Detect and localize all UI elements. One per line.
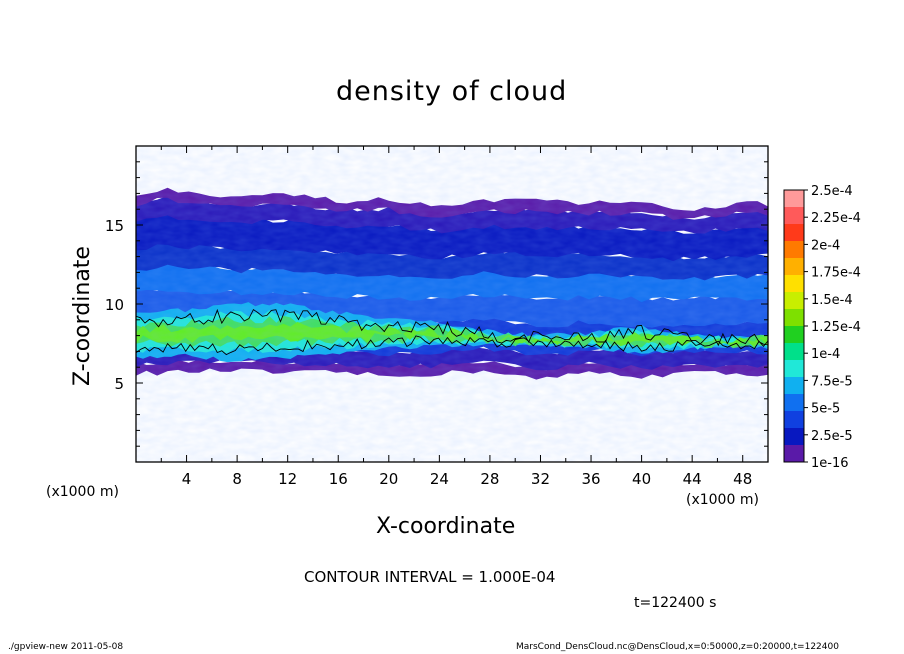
x-tick-label: 48 bbox=[733, 470, 752, 488]
texture bbox=[136, 146, 768, 462]
colorbar-swatch bbox=[784, 275, 804, 293]
x-tick-label: 8 bbox=[232, 470, 242, 488]
contour-interval-text: CONTOUR INTERVAL = 1.000E-04 bbox=[304, 568, 556, 586]
colorbar-label: 1e-4 bbox=[811, 347, 840, 362]
x-tick-label: 16 bbox=[329, 470, 348, 488]
x-tick-label: 24 bbox=[430, 470, 449, 488]
colorbar-swatch bbox=[784, 377, 804, 395]
y-axis-label: Z-coordinate bbox=[70, 246, 95, 386]
footer-program-date: ./gpview-new 2011-05-08 bbox=[8, 642, 124, 652]
colorbar-swatch bbox=[784, 292, 804, 310]
x-tick-label: 32 bbox=[531, 470, 550, 488]
colorbar-swatch bbox=[784, 241, 804, 259]
colorbar-label: 5e-5 bbox=[811, 402, 840, 417]
colorbar-swatch bbox=[784, 190, 804, 208]
y-tick-label: 5 bbox=[114, 375, 124, 393]
x-tick-label: 4 bbox=[182, 470, 192, 488]
x-unit-label-right: (x1000 m) bbox=[686, 492, 759, 508]
y-tick-label: 15 bbox=[105, 217, 124, 235]
colorbar-swatch bbox=[784, 411, 804, 429]
x-unit-label-left: (x1000 m) bbox=[46, 484, 119, 500]
x-tick-label: 20 bbox=[379, 470, 398, 488]
colorbar-label: 1.25e-4 bbox=[811, 320, 861, 335]
x-tick-label: 44 bbox=[683, 470, 702, 488]
y-tick-label: 10 bbox=[105, 296, 124, 314]
colorbar-label: 1e-16 bbox=[811, 456, 849, 471]
x-axis: 4 8 12 16 20 24 28 32 36 40 44 48 bbox=[160, 146, 752, 488]
chart-title: density of cloud bbox=[336, 76, 568, 107]
colorbar-swatch bbox=[784, 343, 804, 361]
colorbar-label: 7.5e-5 bbox=[811, 374, 853, 389]
colorbar-swatch bbox=[784, 207, 804, 225]
colorbar: 2.5e-4 2.25e-4 2e-4 1.75e-4 1.5e-4 1.25e-4 1e-… bbox=[783, 184, 861, 471]
x-tick-label: 40 bbox=[632, 470, 651, 488]
colorbar-swatch bbox=[784, 326, 804, 344]
x-tick-label: 28 bbox=[480, 470, 499, 488]
heatmap-field bbox=[136, 146, 768, 462]
x-axis-label: X-coordinate bbox=[376, 514, 516, 539]
x-tick-label: 12 bbox=[278, 470, 297, 488]
colorbar-swatch bbox=[784, 394, 804, 412]
colorbar-swatch bbox=[784, 428, 804, 446]
colorbar-swatch bbox=[784, 445, 804, 463]
y-axis: 5 10 15 bbox=[105, 161, 768, 447]
contour-lines bbox=[136, 308, 768, 356]
colorbar-swatch bbox=[784, 224, 804, 242]
footer-file-info: MarsCond_DensCloud.nc@DensCloud,x=0:5000… bbox=[516, 642, 839, 652]
colorbar-swatch bbox=[784, 309, 804, 327]
colorbar-swatch bbox=[784, 258, 804, 276]
colorbar-swatch bbox=[784, 360, 804, 378]
colorbar-label: 2.25e-4 bbox=[811, 211, 861, 226]
colorbar-label: 1.75e-4 bbox=[811, 266, 861, 281]
colorbar-label: 2.5e-4 bbox=[811, 184, 853, 199]
colorbar-label: 2e-4 bbox=[811, 238, 840, 253]
x-tick-label: 36 bbox=[581, 470, 600, 488]
time-label: t=122400 s bbox=[634, 595, 717, 611]
contour-1e-4 bbox=[136, 308, 768, 356]
colorbar-label: 1.5e-4 bbox=[811, 293, 853, 308]
colorbar-label: 2.5e-5 bbox=[811, 429, 853, 444]
